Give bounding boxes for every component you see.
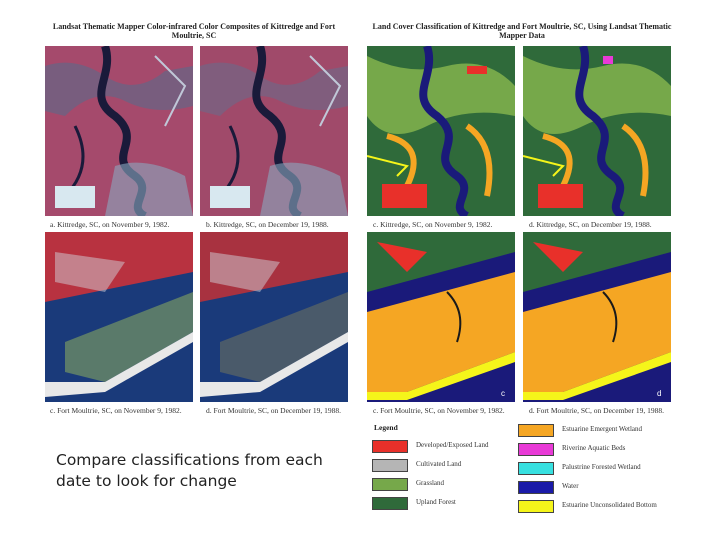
cir-fort-moultrie-1988-image [200,232,348,402]
legend-label: Upland Forest [416,498,456,506]
legend-swatch [518,481,554,494]
right-title: Land Cover Classification of Kittredge a… [372,22,672,40]
left-title: Landsat Thematic Mapper Color-infrared C… [52,22,336,40]
caption-a-top: a. Kittredge, SC, on November 9, 1982. [50,220,170,229]
caption-d-top: d. Kittredge, SC, on December 19, 1988. [529,220,652,229]
legend-label: Estuarine Emergent Wetland [562,425,643,433]
legend-swatch [518,424,554,437]
class-kittredge-1982-image [367,46,515,216]
cir-kittredge-1982-image [45,46,193,216]
caption-c-top: c. Kittredge, SC, on November 9, 1982. [373,220,493,229]
legend-swatch [372,459,408,472]
legend-swatch [372,440,408,453]
caption-c-bottom-left: c. Fort Moultrie, SC, on November 9, 198… [50,406,182,415]
legend-label: Water [562,482,579,490]
class-fort-moultrie-1982-image: c [367,232,515,402]
legend-swatch [372,497,408,510]
legend-label: Riverine Aquatic Beds [562,444,626,452]
legend-label: Developed/Exposed Land [416,441,489,449]
legend-swatch [518,500,554,513]
caption-b-top: b. Kittredge, SC, on December 19, 1988. [206,220,329,229]
legend-swatch [372,478,408,491]
cir-fort-moultrie-1982-image [45,232,193,402]
legend-label: Estuarine Unconsolidated Bottom [562,501,657,509]
legend-label: Cultivated Land [416,460,462,468]
legend-swatch [518,443,554,456]
main-caption: Compare classifications from each date t… [56,451,323,490]
legend: Legend Developed/Exposed Land Cultivated… [366,420,696,536]
cir-kittredge-1988-image [200,46,348,216]
class-fort-moultrie-1988-image: d [523,232,671,402]
legend-swatch [518,462,554,475]
caption-d-bottom-left: d. Fort Moultrie, SC, on December 19, 19… [206,406,341,415]
panel-letter-c: c [501,389,505,398]
caption-d-bottom-right: d. Fort Moultrie, SC, on December 19, 19… [529,406,664,415]
legend-label: Palustrine Forested Wetland [562,463,641,471]
panel-letter-d: d [657,389,661,398]
caption-c-bottom-right: c. Fort Moultrie, SC, on November 9, 198… [373,406,505,415]
class-kittredge-1988-image [523,46,671,216]
legend-title: Legend [374,423,398,432]
legend-label: Grassland [416,479,444,487]
